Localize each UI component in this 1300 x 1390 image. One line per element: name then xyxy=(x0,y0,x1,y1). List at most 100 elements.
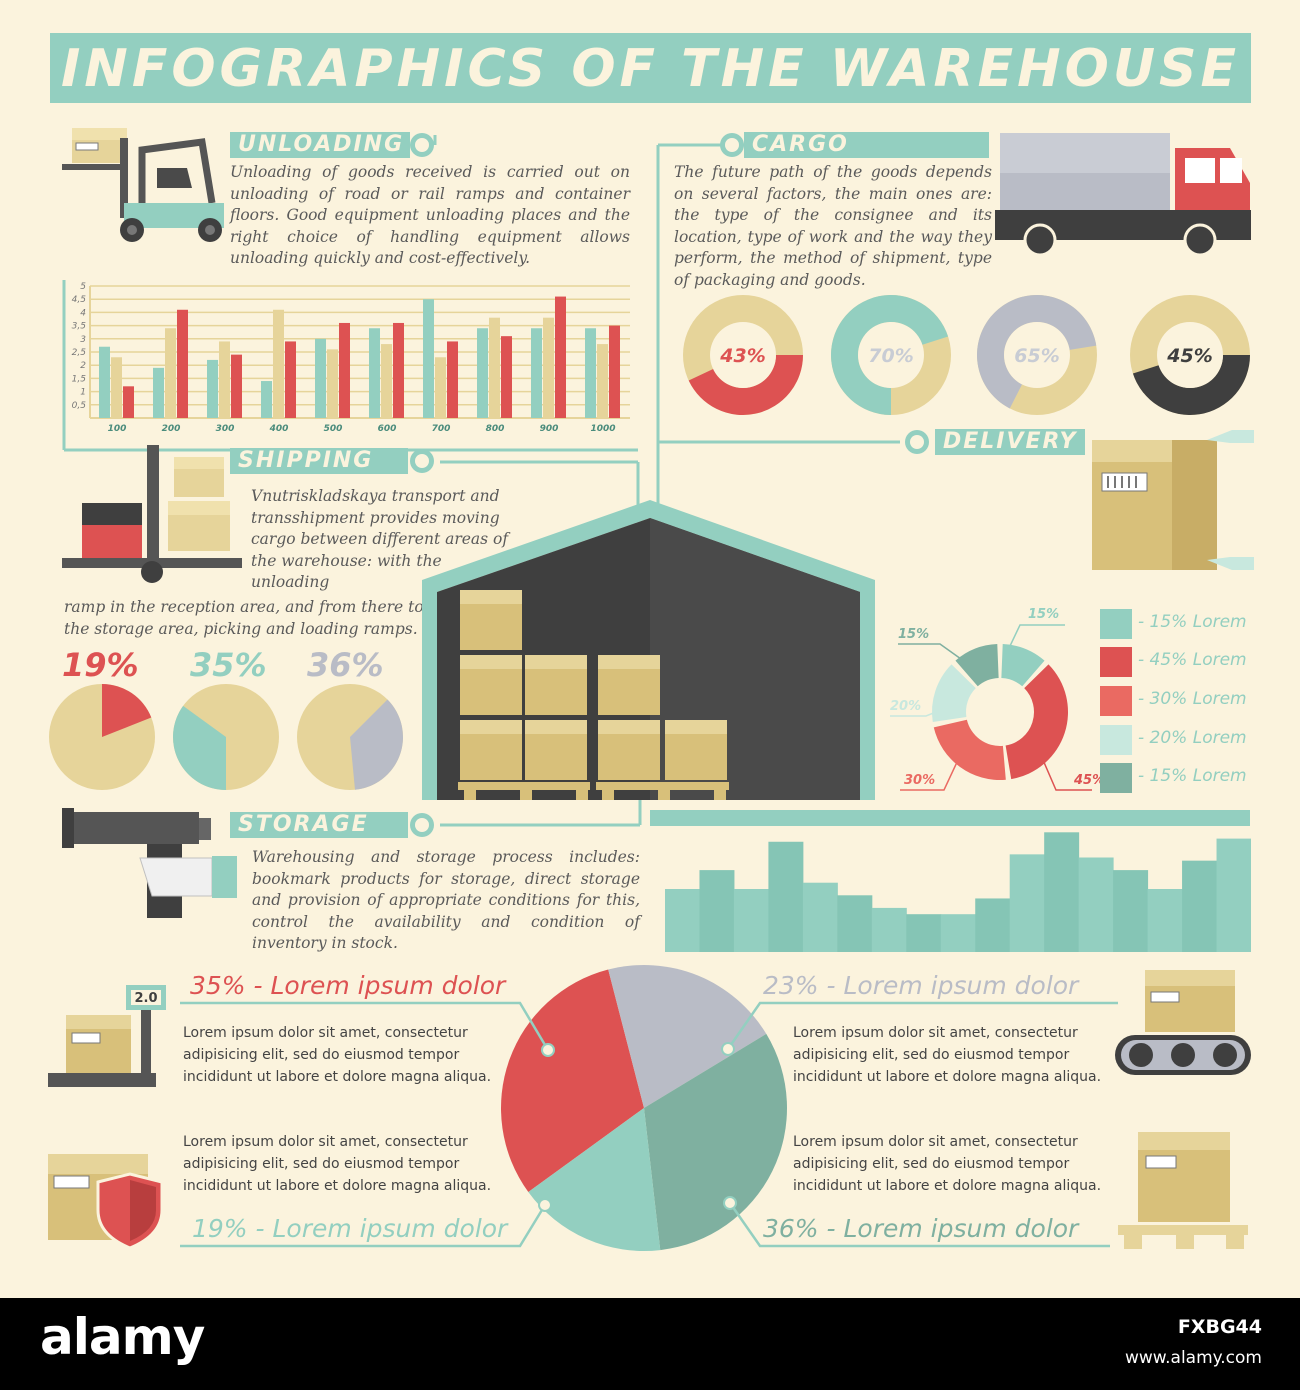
storage-bar xyxy=(1216,838,1251,952)
y-tick-label: 4 xyxy=(80,308,86,318)
storage-dot-icon xyxy=(410,813,434,837)
shipping-text-bottom: ramp in the reception area, and from the… xyxy=(64,598,424,638)
storage-bar xyxy=(1009,854,1045,952)
donut-segment xyxy=(1132,355,1250,415)
storage-bar xyxy=(1044,832,1080,952)
pallet-stacker-icon xyxy=(62,445,242,583)
pie-35-label: 35% xyxy=(190,646,267,684)
storage-bar-chart xyxy=(665,832,1251,952)
warehouse-icon xyxy=(422,500,875,800)
donut-value-label: 45% xyxy=(1166,345,1212,367)
storage-bar xyxy=(699,870,735,952)
main-pie-slice xyxy=(608,965,767,1108)
storage-bar xyxy=(1113,870,1149,952)
bar xyxy=(555,296,566,418)
cargo-shipping-label: CARGO SHIPPING xyxy=(744,132,989,183)
bar xyxy=(207,359,218,418)
donut-value-label: 70% xyxy=(868,345,913,367)
y-tick-label: 1 xyxy=(80,388,86,398)
pie-slice xyxy=(173,705,226,790)
donut-hole xyxy=(1157,322,1223,388)
cargo-shipping-dot-icon xyxy=(720,133,744,157)
lorem-text-4: Lorem ipsum dolor sit amet, consectetur … xyxy=(793,1134,1102,1194)
watermark-url: www.alamy.com xyxy=(1124,1348,1262,1368)
page-title: INFOGRAPHICS OF THE WAREHOUSE xyxy=(60,39,1241,99)
bar xyxy=(501,336,512,418)
storage-bar xyxy=(1078,857,1114,952)
legend-text: - 20% Lorem xyxy=(1138,728,1247,748)
truck-icon xyxy=(995,133,1251,257)
y-tick-label: 2 xyxy=(80,361,86,371)
bar xyxy=(273,309,284,418)
bar xyxy=(177,309,188,418)
bar xyxy=(597,344,608,418)
x-tick-label: 600 xyxy=(378,424,397,433)
donut-segment xyxy=(933,719,1006,780)
lorem-text-1: Lorem ipsum dolor sit amet, consectetur … xyxy=(183,1025,492,1085)
box-icon xyxy=(1092,430,1254,570)
donut-segment xyxy=(932,664,976,723)
legend-text: - 15% Lorem xyxy=(1138,766,1247,786)
x-tick-label: 1000 xyxy=(590,424,615,433)
y-tick-label: 3,5 xyxy=(72,322,87,332)
bar xyxy=(111,357,122,418)
storage-bar-top xyxy=(650,810,1250,826)
x-tick-label: 200 xyxy=(162,424,181,433)
x-tick-label: 500 xyxy=(324,424,343,433)
storage-text: Warehousing and storage process includes… xyxy=(252,848,640,952)
barcode-scanner-icon xyxy=(62,808,237,918)
bar xyxy=(327,349,338,418)
bar xyxy=(219,341,230,418)
bar xyxy=(423,299,434,418)
delivery-donut-chart: 15% 45% 30% 20% 15% xyxy=(890,607,1100,791)
bar xyxy=(315,338,326,418)
bar xyxy=(123,386,134,418)
donut-value-label: 43% xyxy=(719,345,765,367)
legend-swatch xyxy=(1100,609,1132,639)
donut-hole xyxy=(858,322,924,388)
shipping-label: SHIPPING xyxy=(230,448,408,474)
shipping-text-top: Vnutriskladskaya transport and transship… xyxy=(251,487,509,591)
donut-percent-label: 20% xyxy=(890,699,921,714)
bar xyxy=(447,341,458,418)
storage-bar xyxy=(768,841,804,952)
alamy-logo: alamy xyxy=(40,1308,205,1366)
watermark-bar: alamy FXBG44 www.alamy.com xyxy=(0,1298,1300,1390)
storage-bar xyxy=(665,889,700,952)
bar xyxy=(339,322,350,418)
storage-bar xyxy=(733,889,769,952)
donut-segment xyxy=(831,295,949,415)
donut-leader-line xyxy=(900,759,959,791)
shield-icon xyxy=(48,1154,164,1250)
bar xyxy=(369,328,380,418)
unloading-text: Unloading of goods received is carried o… xyxy=(230,163,630,267)
pie-label-19: 19% - Lorem ipsum dolor xyxy=(192,1214,508,1243)
pie-36-label: 36% xyxy=(307,646,384,684)
legend-text: - 45% Lorem xyxy=(1138,650,1247,670)
storage-bar xyxy=(1182,860,1218,952)
unloading-bar-chart: 0,5 1 1,5 2 2,5 3 3,5 4 4,5 5 100 200 300 400 500 600 70… xyxy=(72,282,630,433)
bar xyxy=(489,317,500,418)
title-bar: INFOGRAPHICS OF THE WAREHOUSE xyxy=(50,33,1251,103)
bar xyxy=(381,344,392,418)
bar xyxy=(585,328,596,418)
donut-hole xyxy=(1004,322,1070,388)
x-tick-label: 800 xyxy=(486,424,505,433)
y-tick-label: 3 xyxy=(80,335,86,345)
scale-display: 2.0 xyxy=(134,991,157,1006)
x-tick-label: 900 xyxy=(540,424,559,433)
lorem-text-3: Lorem ipsum dolor sit amet, consectetur … xyxy=(183,1134,492,1194)
legend-swatch xyxy=(1100,647,1132,677)
bar xyxy=(153,367,164,418)
shipping-dot-icon xyxy=(410,449,434,473)
y-tick-label: 4,5 xyxy=(72,295,87,305)
unloading-dot-icon xyxy=(410,133,434,157)
pie-slice xyxy=(350,699,404,790)
pallet-box-icon xyxy=(1118,1132,1248,1249)
legend-text: - 15% Lorem xyxy=(1138,612,1247,632)
legend-swatch xyxy=(1100,725,1132,755)
cargo-shipping-text: The future path of the goods depends on … xyxy=(674,163,992,289)
main-pie-slice xyxy=(644,1033,787,1251)
x-tick-label: 400 xyxy=(269,424,289,433)
storage-bar xyxy=(837,895,873,952)
